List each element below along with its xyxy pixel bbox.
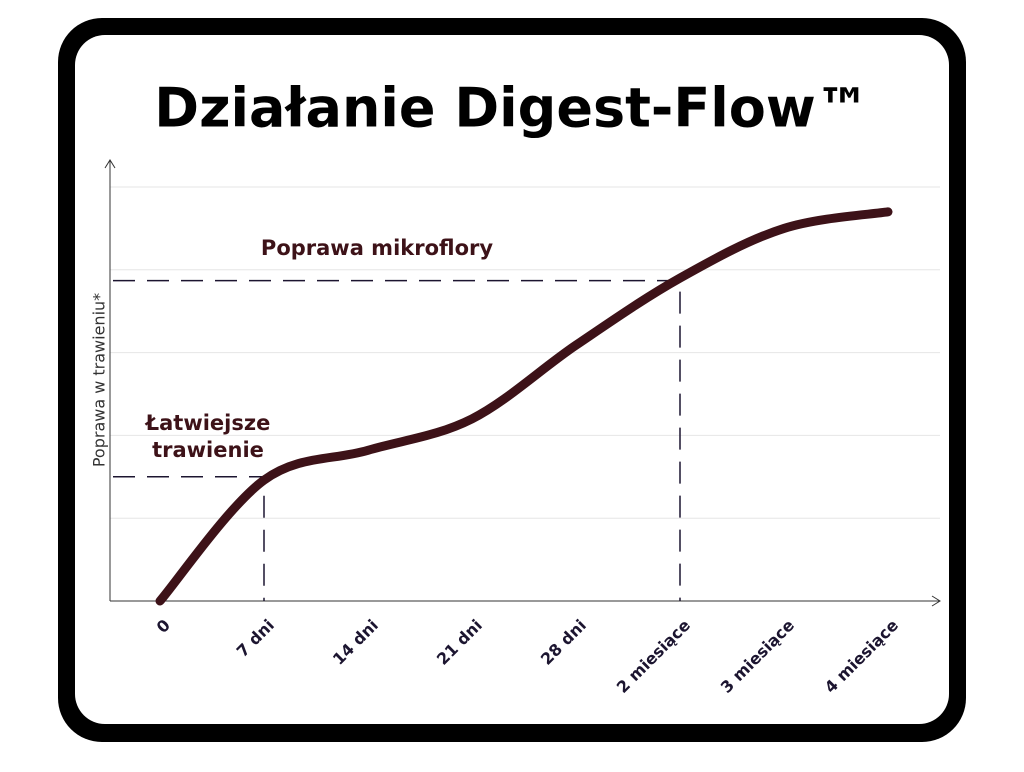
y-axis-label: Poprawa w trawieniu* xyxy=(90,293,109,467)
annotation: Poprawa mikroflory xyxy=(261,236,493,260)
y-axis-arrow xyxy=(104,159,116,169)
x-axis-arrow xyxy=(931,595,941,607)
line-series xyxy=(155,207,893,606)
chart-title: Działanie Digest-Flow™ xyxy=(154,77,869,140)
annotation: trawienie xyxy=(152,438,264,462)
annotation: Łatwiejsze xyxy=(145,411,271,435)
panel xyxy=(75,35,949,724)
reference-line xyxy=(113,279,681,601)
